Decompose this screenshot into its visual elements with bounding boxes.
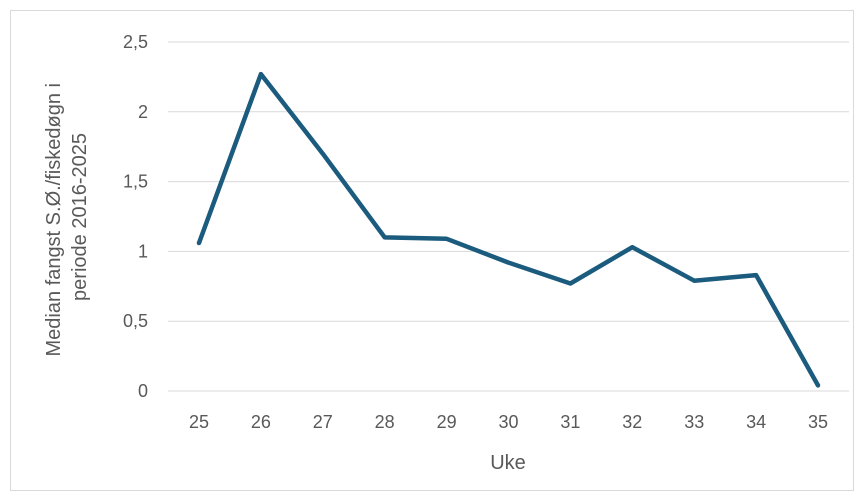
x-tick-label: 31 <box>560 412 580 432</box>
x-tick-label: 25 <box>189 412 209 432</box>
x-axis-ticks: 25 26 27 28 29 30 31 32 33 34 35 <box>189 412 828 432</box>
y-axis-title: Median fangst S.Ø./fiskedøgn i periode 2… <box>43 77 91 356</box>
y-tick-label: 2 <box>138 102 148 122</box>
x-tick-label: 33 <box>684 412 704 432</box>
x-tick-label: 29 <box>437 412 457 432</box>
y-tick-label: 0 <box>138 381 148 401</box>
x-tick-label: 32 <box>622 412 642 432</box>
x-tick-label: 35 <box>808 412 828 432</box>
x-tick-label: 30 <box>498 412 518 432</box>
y-axis-title-line1: Median fangst S.Ø./fiskedøgn i <box>43 83 65 356</box>
series <box>196 71 821 388</box>
gridlines <box>168 41 849 392</box>
y-tick-label: 1 <box>138 241 148 261</box>
y-tick-label: 2,5 <box>123 32 148 52</box>
y-tick-label: 1,5 <box>123 172 148 192</box>
x-tick-label: 26 <box>251 412 271 432</box>
x-tick-label: 34 <box>746 412 766 432</box>
x-tick-label: 28 <box>375 412 395 432</box>
y-tick-label: 0,5 <box>123 311 148 331</box>
x-axis-title: Uke <box>490 452 526 474</box>
series-line <box>196 71 821 388</box>
y-axis-title-line2: periode 2016-2025 <box>69 133 91 301</box>
y-axis-ticks: 0 0,5 1 1,5 2 2,5 <box>123 32 148 401</box>
x-tick-label: 27 <box>313 412 333 432</box>
chart-frame <box>10 10 854 491</box>
